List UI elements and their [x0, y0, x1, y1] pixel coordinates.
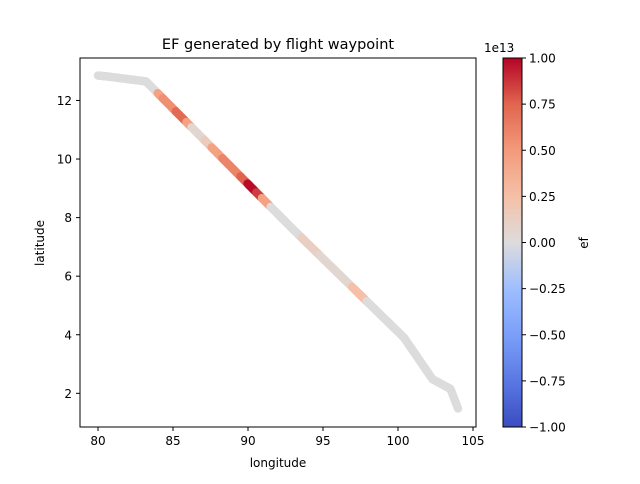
- x-axis-ticks: 80 85 90 95 100 105: [90, 427, 484, 448]
- colorbar-tick-label: −1.00: [529, 421, 566, 435]
- x-tick-label: 80: [90, 434, 105, 448]
- chart-title: EF generated by flight waypoint: [162, 37, 394, 53]
- y-tick-label: 10: [57, 153, 72, 167]
- x-tick-label: 105: [462, 434, 485, 448]
- colorbar-tick-label: −0.50: [529, 328, 566, 342]
- colorbar-offset-text: 1e13: [484, 41, 514, 55]
- x-axis-label: longitude: [250, 456, 307, 470]
- x-tick-label: 85: [165, 434, 180, 448]
- y-tick-label: 2: [64, 387, 72, 401]
- colorbar-tick-label: −0.75: [529, 374, 566, 388]
- x-tick-label: 90: [240, 434, 255, 448]
- colorbar-tick-label: 0.75: [529, 98, 556, 112]
- y-tick-label: 4: [64, 328, 72, 342]
- y-tick-label: 8: [64, 211, 72, 225]
- colorbar-tick-label: 1.00: [529, 52, 556, 66]
- y-axis-label: latitude: [33, 220, 47, 266]
- colorbar-tick-label: 0.50: [529, 144, 556, 158]
- y-tick-label: 12: [57, 94, 72, 108]
- y-tick-label: 6: [64, 270, 72, 284]
- colorbar-tick-label: 0.25: [529, 190, 556, 204]
- plot-area: [93, 71, 463, 413]
- colorbar: [502, 57, 523, 428]
- colorbar-tick-label: −0.25: [529, 282, 566, 296]
- colorbar-ticks: −1.00 −0.75 −0.50 −0.25 0.00 0.25 0.50 0.75 1.00: [522, 52, 566, 435]
- y-axis-ticks: 2 4 6 8 10 12: [57, 94, 80, 401]
- waypoint-marker: [453, 404, 463, 413]
- x-tick-label: 100: [387, 434, 410, 448]
- x-tick-label: 95: [315, 434, 330, 448]
- colorbar-label: ef: [577, 236, 591, 248]
- plot-frame: [79, 57, 477, 428]
- colorbar-tick-label: 0.00: [529, 236, 556, 250]
